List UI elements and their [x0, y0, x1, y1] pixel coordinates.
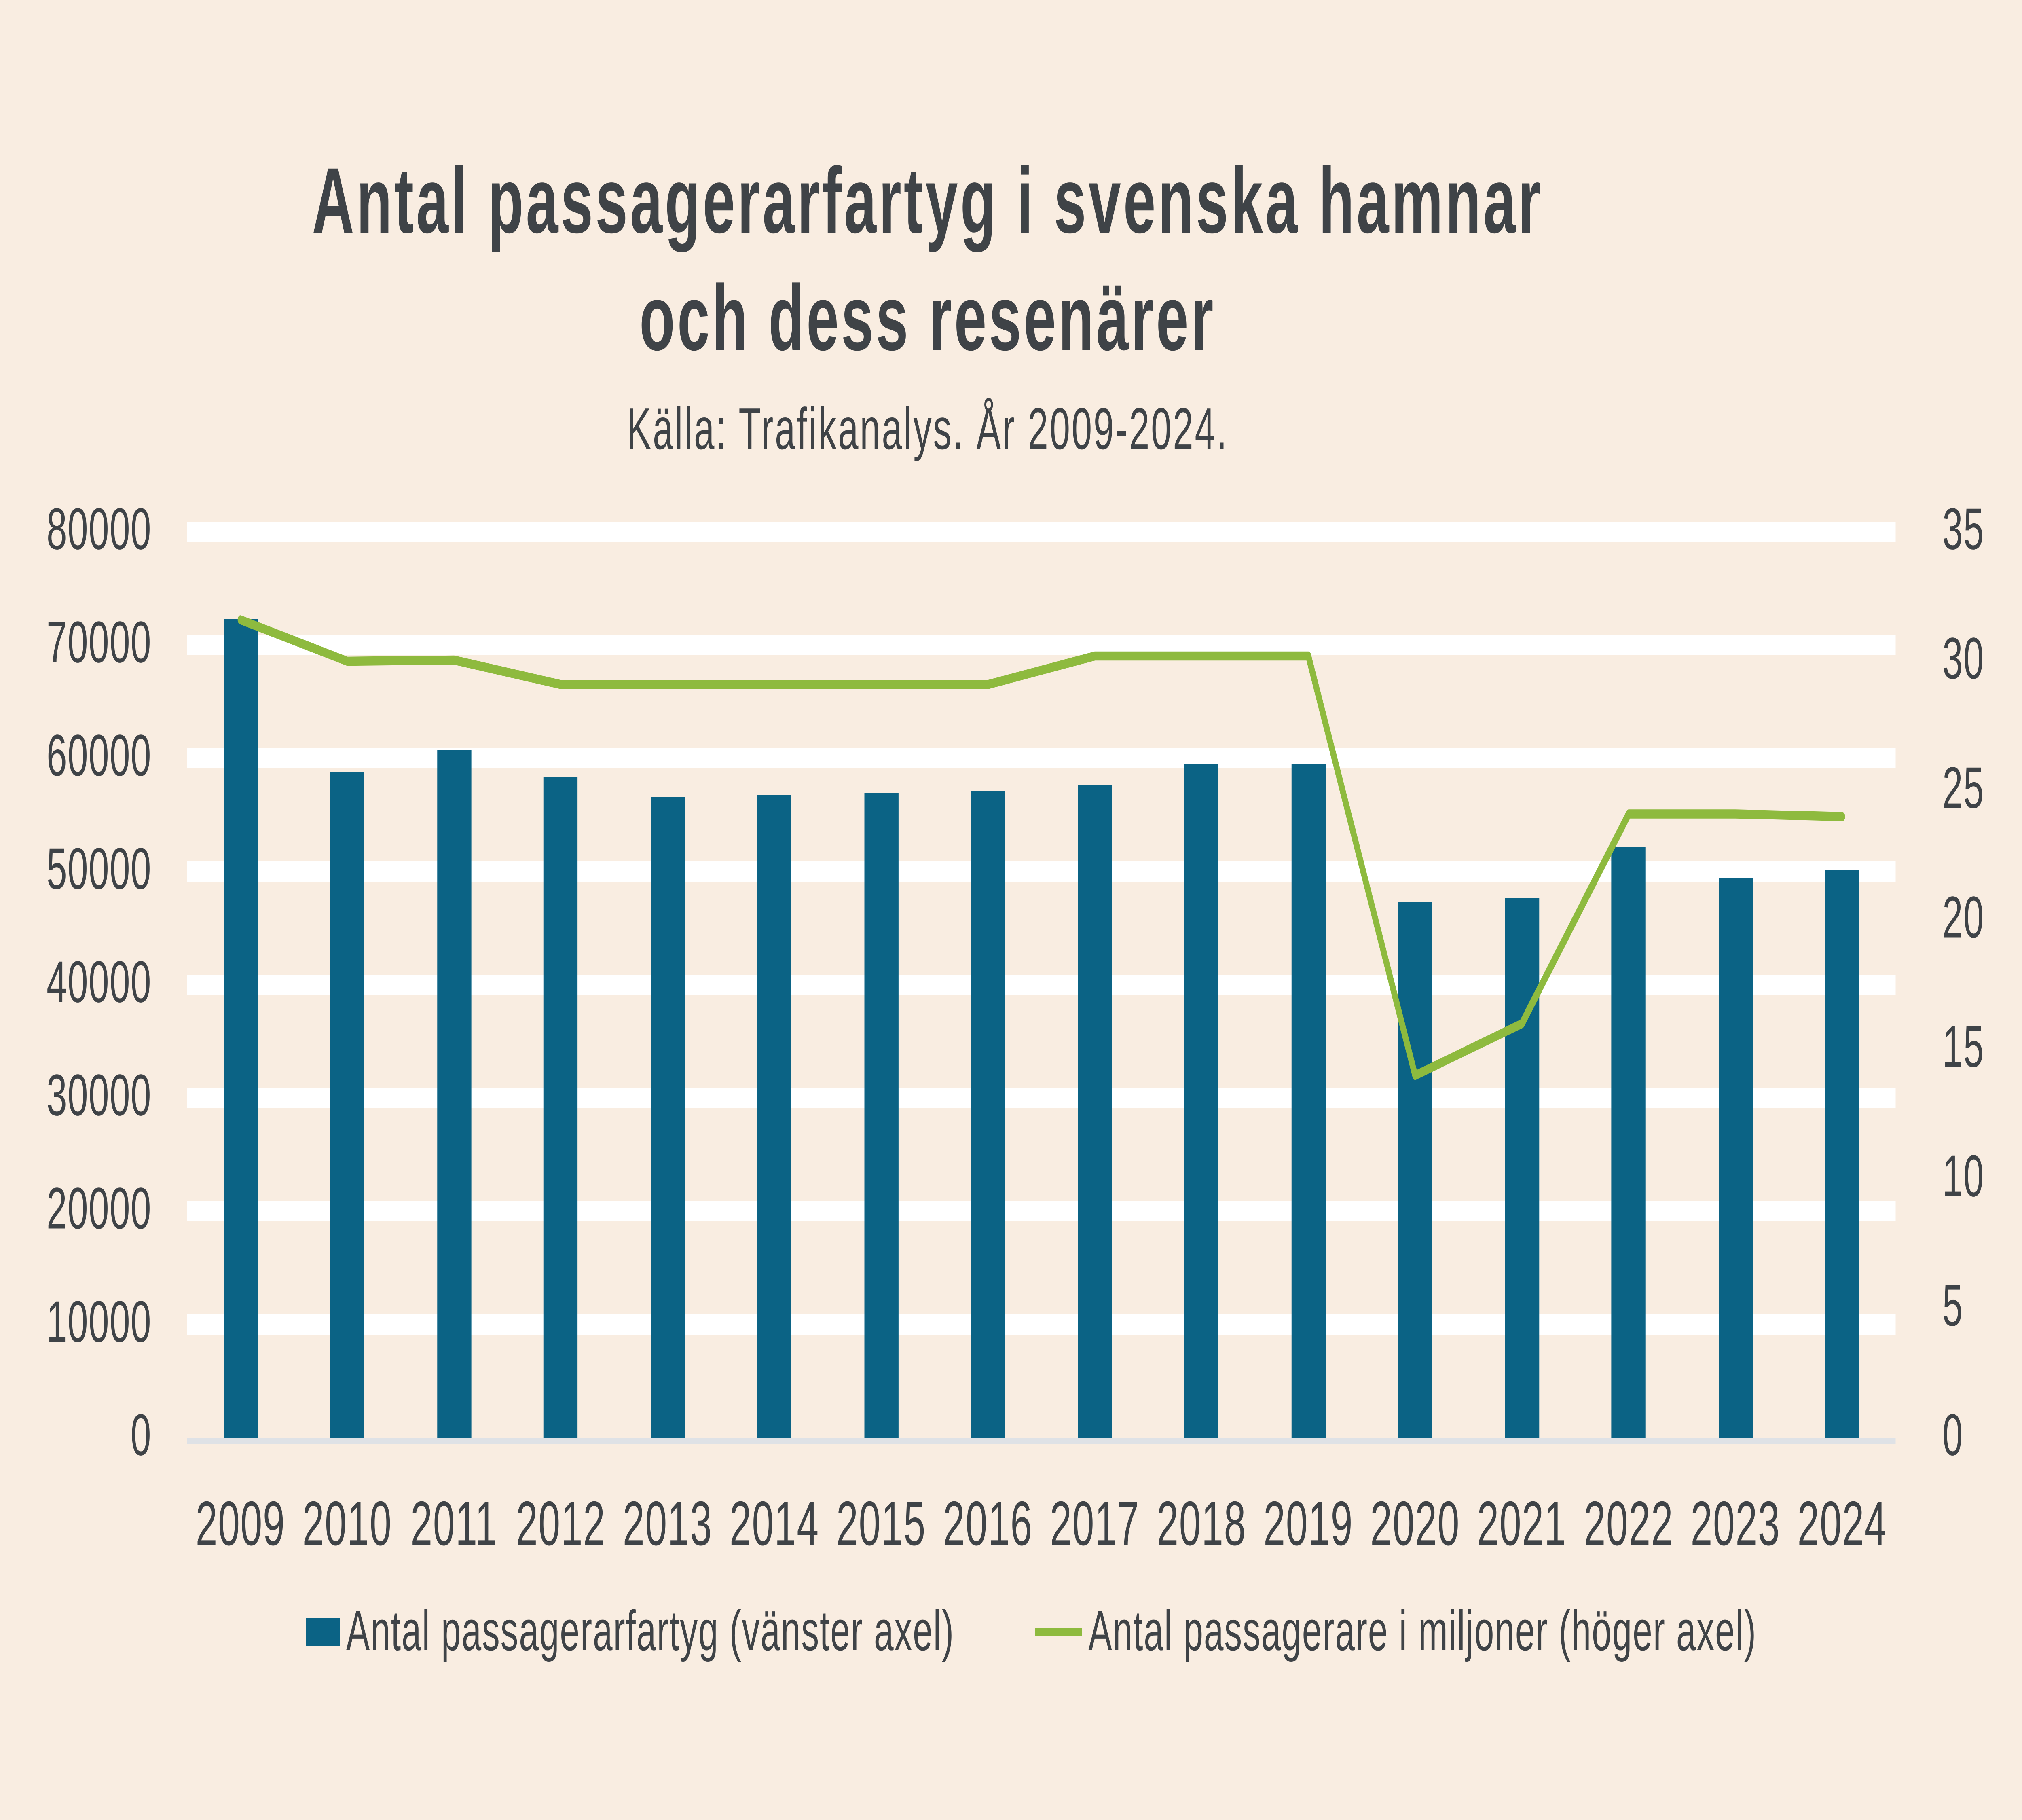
left-axis-tick-label: 30000: [47, 1064, 152, 1130]
bar-slot: [1789, 532, 1895, 1438]
bar-slot: [614, 532, 721, 1438]
bar-2009: [223, 619, 258, 1438]
bar-2012: [544, 776, 578, 1438]
bar-2015: [864, 792, 899, 1438]
bar-2010: [330, 772, 364, 1438]
gridline: [187, 1315, 1896, 1334]
x-axis-baseline: [187, 1438, 1896, 1443]
gridline: [187, 522, 1896, 542]
left-axis-tick-label: 50000: [47, 838, 152, 903]
left-axis-tick-label: 60000: [47, 725, 152, 790]
x-axis-tick-label: 2010: [302, 1488, 392, 1559]
x-axis-tick-label: 2016: [943, 1488, 1033, 1559]
x-axis-tick-label: 2009: [195, 1488, 286, 1559]
bar-slot: [1682, 532, 1789, 1438]
bar-series-swatch: [305, 1618, 340, 1646]
line-series-swatch: [1035, 1627, 1082, 1637]
title-block: Antal passagerarfartyg i svenska hamnar …: [0, 142, 1855, 465]
bar-slot: [935, 532, 1041, 1438]
x-axis-tick-label: 2018: [1157, 1488, 1246, 1559]
left-axis-tick-label: 10000: [47, 1291, 152, 1356]
legend-item-bars: Antal passagerarfartyg (vänster axel): [305, 1600, 955, 1664]
left-axis-labels: 80000 70000 60000 50000 40000 30000 20000 10000…: [0, 0, 152, 1820]
right-axis-tick-label: 10: [1942, 1145, 1985, 1211]
bar-2019: [1291, 764, 1326, 1438]
chart-subtitle: Källa: Trafikanalys. År 2009-2024.: [626, 398, 1229, 463]
right-axis-tick-label: 30: [1942, 628, 1985, 693]
plot-area: [187, 522, 1896, 1443]
gridline: [187, 862, 1896, 881]
bar-slot: [294, 532, 401, 1438]
x-axis-tick-label: 2015: [836, 1488, 926, 1559]
gridline: [187, 1088, 1896, 1108]
right-axis-tick-label: 35: [1942, 498, 1985, 563]
bar-slot: [187, 532, 294, 1438]
gridline: [187, 635, 1896, 655]
bar-2021: [1505, 899, 1539, 1438]
bar-2023: [1718, 878, 1753, 1438]
left-axis-tick-label: 40000: [47, 951, 152, 1016]
x-axis-tick-label: 2017: [1050, 1488, 1140, 1559]
x-axis-tick-label: 2021: [1477, 1488, 1567, 1559]
line-series: [237, 615, 1845, 1080]
right-axis-tick-label: 20: [1942, 887, 1985, 952]
bar-slot: [1362, 532, 1468, 1438]
x-axis-tick-label: 2022: [1584, 1488, 1674, 1559]
x-axis-tick-label: 2014: [729, 1488, 819, 1559]
x-axis-tick-label: 2011: [410, 1488, 497, 1559]
right-axis-tick-label: 15: [1942, 1016, 1985, 1081]
chart-title-line-1: Antal passagerarfartyg i svenska hamnar: [312, 148, 1543, 253]
x-axis-tick-label: 2023: [1690, 1488, 1781, 1559]
x-axis-tick-label: 2012: [516, 1488, 606, 1559]
right-axis-tick-label: 25: [1942, 757, 1985, 822]
x-axis-tick-label: 2013: [622, 1488, 713, 1559]
left-axis-tick-label: 80000: [47, 498, 152, 563]
legend-label-line: Antal passagerare i miljoner (höger axel…: [1088, 1600, 1757, 1662]
bar-slot: [1468, 532, 1575, 1438]
gridline: [187, 975, 1896, 995]
gridline: [187, 1202, 1896, 1221]
right-axis-tick-label: 5: [1942, 1275, 1964, 1340]
bar-slot: [721, 532, 828, 1438]
left-axis-tick-label: 0: [130, 1404, 152, 1469]
bar-2013: [650, 797, 685, 1438]
bar-slot: [828, 532, 935, 1438]
right-axis-labels: 35 30 25 20 15 10 5 0: [1942, 0, 2022, 1820]
bar-slot: [1041, 532, 1148, 1438]
left-axis-tick-label: 70000: [47, 612, 152, 677]
chart-title-line-2: och dess resenärer: [639, 265, 1216, 370]
x-axis-tick-label: 2020: [1370, 1488, 1460, 1559]
bar-slot: [401, 532, 508, 1438]
x-axis-labels: 2009 2010 2011 2012 2013 2014 2015 2016 2017 2018…: [187, 1492, 1896, 1555]
bar-2016: [971, 791, 1005, 1438]
x-axis-tick-label: 2019: [1263, 1488, 1354, 1559]
left-axis-tick-label: 20000: [47, 1178, 152, 1243]
legend-label-bars: Antal passagerarfartyg (vänster axel): [346, 1600, 955, 1662]
right-axis-tick-label: 0: [1942, 1404, 1964, 1469]
bar-slot: [1575, 532, 1682, 1438]
bar-2022: [1612, 847, 1646, 1438]
x-axis-tick-label: 2024: [1797, 1488, 1887, 1559]
bar-2018: [1184, 765, 1219, 1438]
bar-slot: [508, 532, 614, 1438]
bar-series: [187, 532, 1896, 1438]
bar-slot: [1148, 532, 1255, 1438]
bar-2011: [437, 749, 471, 1438]
bar-2020: [1398, 901, 1432, 1438]
legend-item-line: Antal passagerare i miljoner (höger axel…: [1035, 1600, 1757, 1664]
bar-2017: [1077, 784, 1112, 1438]
gridline: [187, 749, 1896, 768]
bar-2014: [757, 794, 792, 1438]
legend: Antal passagerarfartyg (vänster axel) An…: [177, 1600, 1886, 1664]
bar-2024: [1825, 870, 1859, 1438]
bar-slot: [1255, 532, 1362, 1438]
